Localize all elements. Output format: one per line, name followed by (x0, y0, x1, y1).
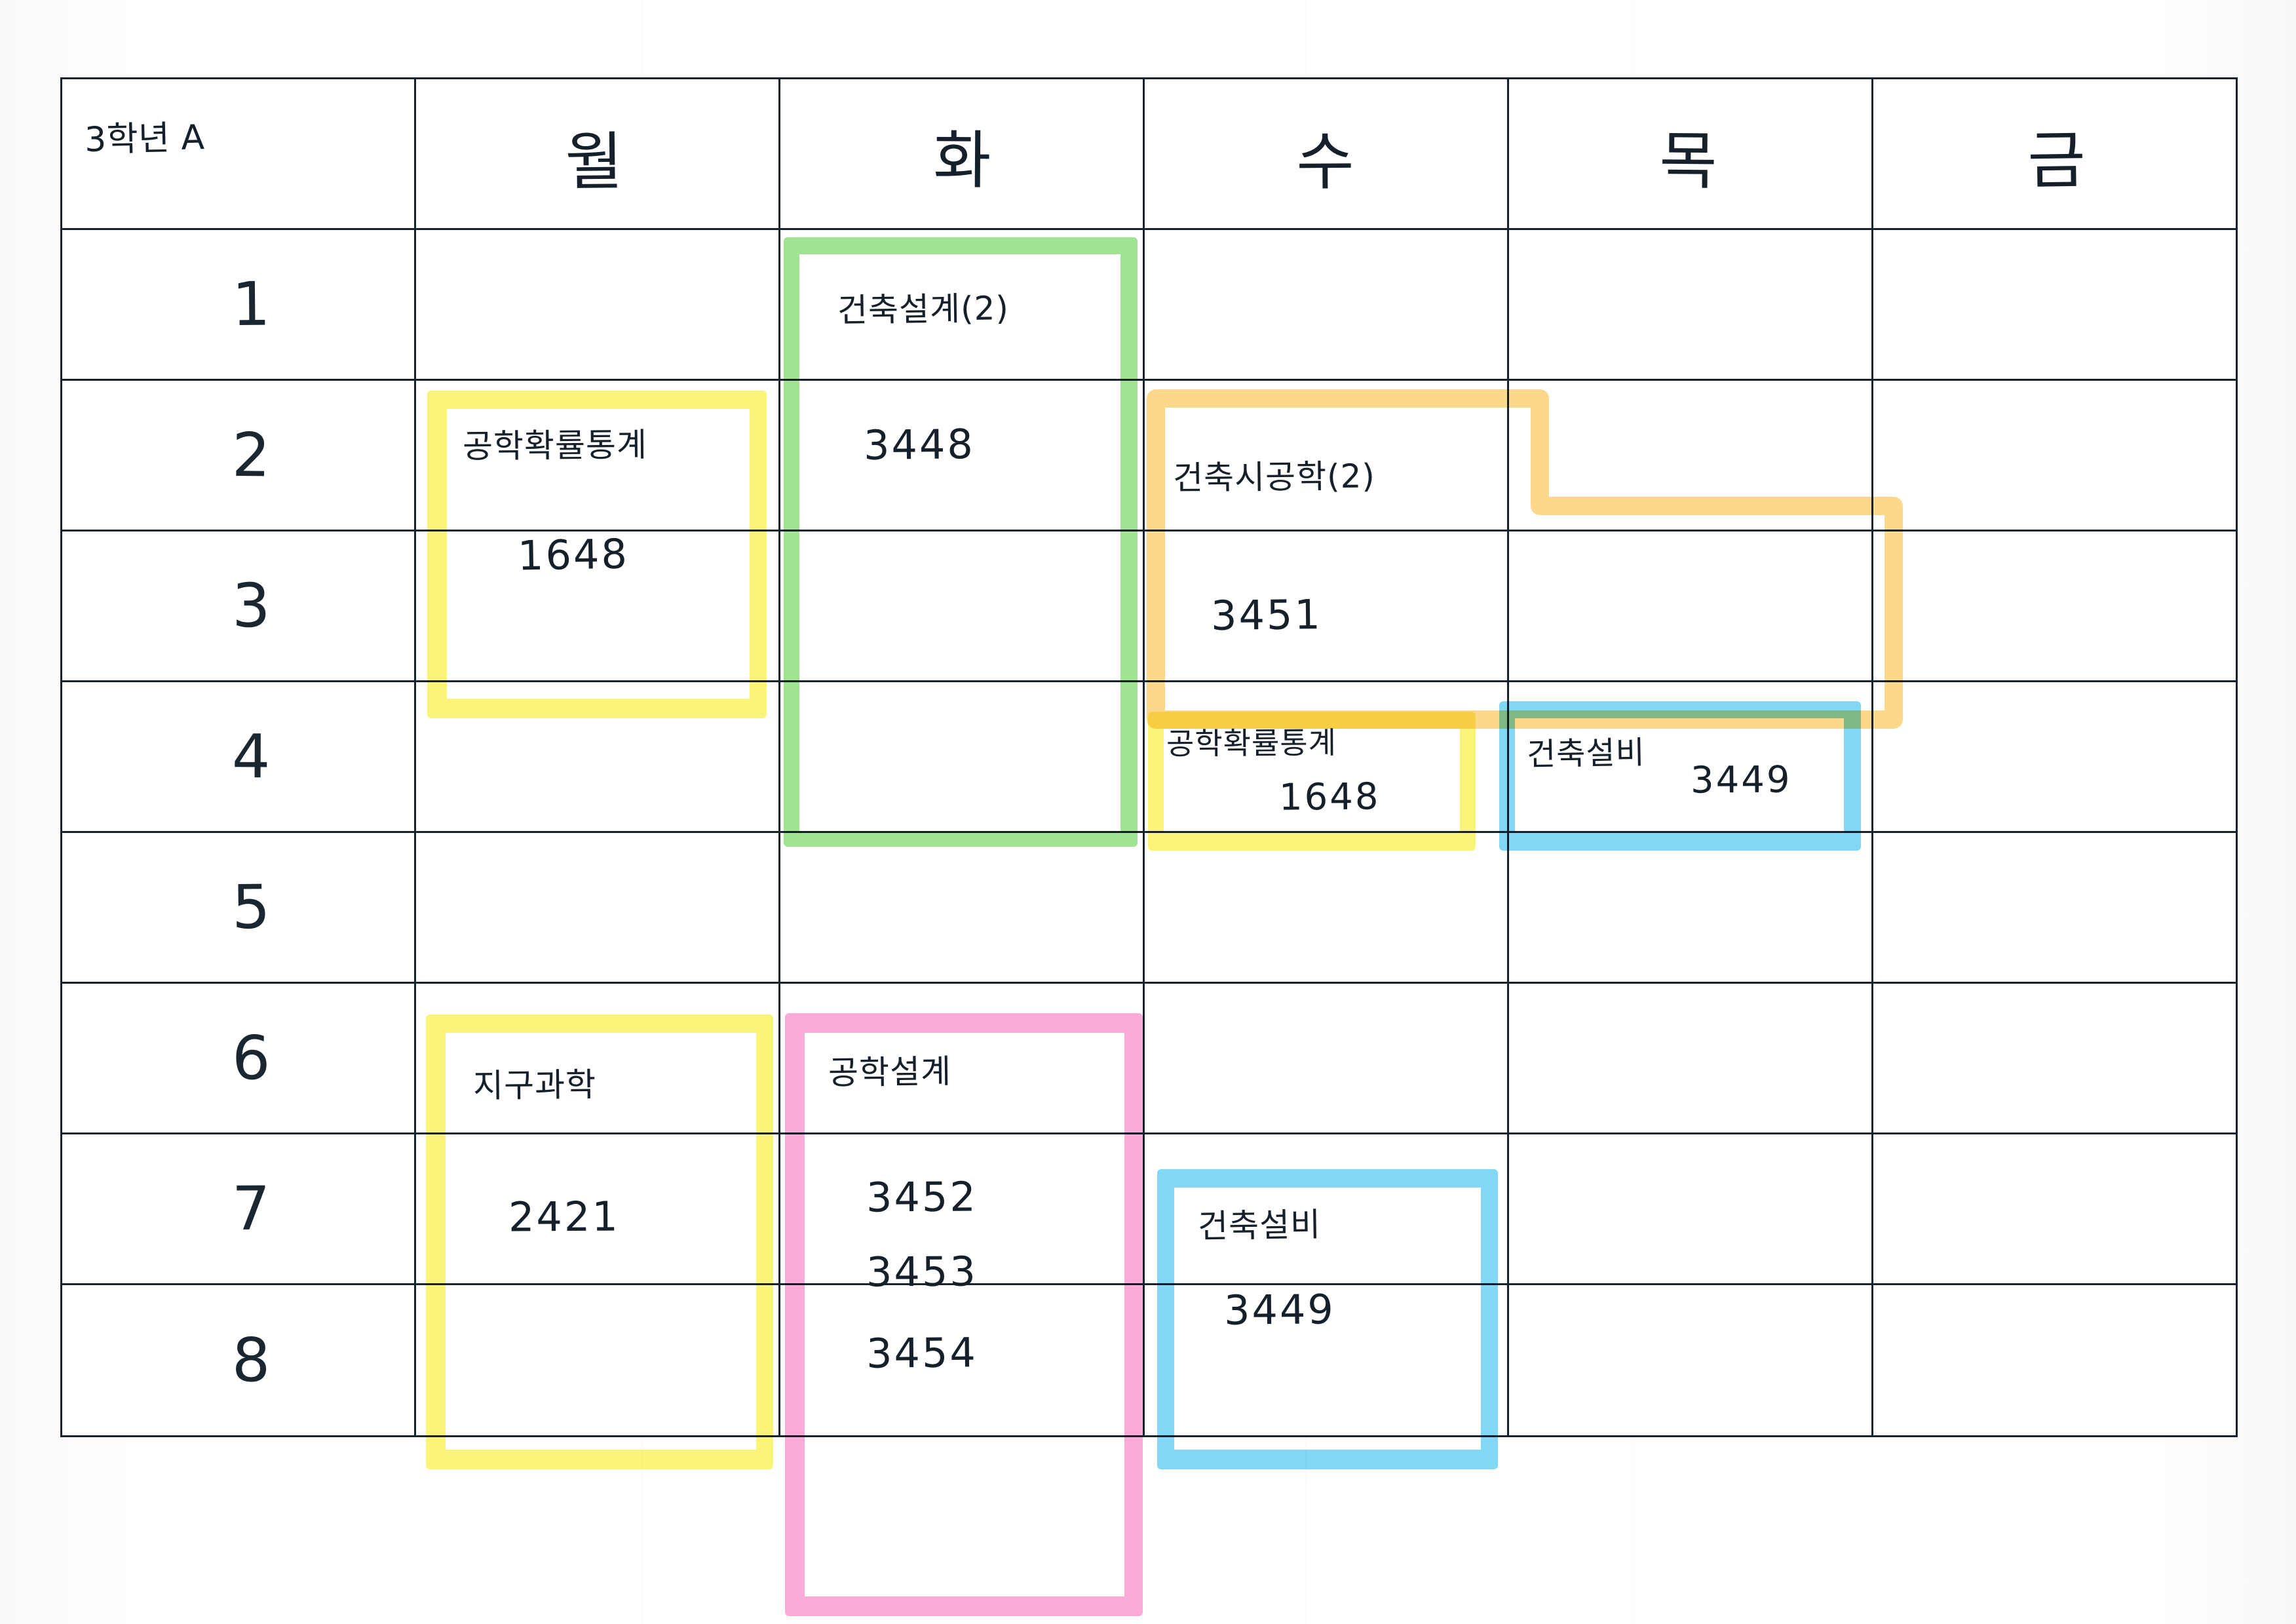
period-number-1: 1 (231, 269, 271, 340)
day-header-mon[interactable]: 월 (414, 77, 780, 230)
highlight-wed-p4-stats[interactable] (1148, 712, 1476, 851)
period-number-cell-7: 7 (60, 1132, 416, 1285)
period-row-2: 2 (60, 379, 2238, 532)
period-number-2: 2 (231, 419, 271, 491)
cell-mon-5[interactable] (414, 831, 780, 984)
cell-fri-7[interactable] (1871, 1132, 2238, 1285)
day-header-label-tue: 화 (932, 123, 993, 198)
cell-wed-8[interactable] (1143, 1283, 1509, 1437)
day-header-tue[interactable]: 화 (778, 77, 1145, 230)
period-number-cell-2: 2 (60, 379, 416, 532)
cell-mon-3[interactable] (414, 530, 780, 682)
day-header-label-fri: 금 (2027, 123, 2088, 198)
day-header-label-thu: 목 (1658, 124, 1719, 199)
cell-tue-3[interactable] (778, 530, 1145, 682)
period-number-cell-5: 5 (60, 831, 416, 984)
cell-tue-8[interactable] (778, 1283, 1145, 1437)
period-row-3: 3 (60, 530, 2238, 682)
cell-thu-8[interactable] (1507, 1283, 1873, 1437)
highlight-thu-p4-equipment[interactable] (1499, 701, 1861, 851)
period-number-4: 4 (231, 721, 271, 792)
period-row-6: 6 (60, 982, 2238, 1134)
corner-class-label-cell: 3학년 A (60, 77, 416, 230)
header-row: 3학년 A 월 화 수 목 금 (60, 77, 2238, 230)
cell-wed-3[interactable] (1143, 530, 1509, 682)
cell-thu-3[interactable] (1507, 530, 1873, 682)
cell-fri-5[interactable] (1871, 831, 2238, 984)
highlight-mon-p6-earthsci[interactable] (426, 1015, 773, 1469)
period-number-cell-3: 3 (60, 530, 416, 682)
period-row-8: 8 (60, 1283, 2238, 1437)
period-row-1: 1 (60, 228, 2238, 381)
highlight-tue-p6-engdesign[interactable] (785, 1013, 1143, 1616)
cell-tue-7[interactable] (778, 1132, 1145, 1285)
period-number-cell-4: 4 (60, 680, 416, 833)
cell-fri-1[interactable] (1871, 228, 2238, 381)
period-number-cell-8: 8 (60, 1283, 416, 1437)
period-number-6: 6 (231, 1022, 271, 1094)
day-header-label-mon: 월 (564, 125, 625, 199)
cell-wed-5[interactable] (1143, 831, 1509, 984)
cell-mon-8[interactable] (414, 1283, 780, 1437)
period-number-cell-1: 1 (60, 228, 416, 381)
class-label: 3학년 A (84, 118, 206, 160)
period-number-3: 3 (231, 570, 271, 642)
highlight-mon-p2-stats[interactable] (427, 391, 767, 718)
cell-wed-7[interactable] (1143, 1132, 1509, 1285)
cell-wed-6[interactable] (1143, 982, 1509, 1134)
cell-wed-1[interactable] (1143, 228, 1509, 381)
day-header-thu[interactable]: 목 (1507, 77, 1873, 230)
period-number-7: 7 (231, 1173, 271, 1245)
cell-fri-2[interactable] (1871, 379, 2238, 532)
day-header-wed[interactable]: 수 (1143, 77, 1509, 230)
period-number-cell-6: 6 (60, 982, 416, 1134)
highlight-wed-p7-equipment[interactable] (1157, 1169, 1498, 1469)
cell-mon-7[interactable] (414, 1132, 780, 1285)
cell-thu-6[interactable] (1507, 982, 1873, 1134)
period-row-5: 5 (60, 831, 2238, 984)
day-header-fri[interactable]: 금 (1871, 77, 2238, 230)
highlight-tue-p1-design2[interactable] (784, 237, 1138, 847)
cell-mon-6[interactable] (414, 982, 780, 1134)
cell-fri-6[interactable] (1871, 982, 2238, 1134)
cell-fri-8[interactable] (1871, 1283, 2238, 1437)
period-number-8: 8 (231, 1324, 271, 1396)
cell-thu-1[interactable] (1507, 228, 1873, 381)
cell-mon-1[interactable] (414, 228, 780, 381)
period-row-7: 7 (60, 1132, 2238, 1285)
cell-fri-4[interactable] (1871, 680, 2238, 833)
cell-tue-2[interactable] (778, 379, 1145, 532)
cell-thu-7[interactable] (1507, 1132, 1873, 1285)
cell-fri-3[interactable] (1871, 530, 2238, 682)
cell-tue-5[interactable] (778, 831, 1145, 984)
cell-wed-2[interactable] (1143, 379, 1509, 532)
period-number-5: 5 (231, 872, 271, 943)
cell-tue-6[interactable] (778, 982, 1145, 1134)
cell-thu-2[interactable] (1507, 379, 1873, 532)
cell-thu-5[interactable] (1507, 831, 1873, 984)
day-header-label-wed: 수 (1296, 125, 1356, 199)
